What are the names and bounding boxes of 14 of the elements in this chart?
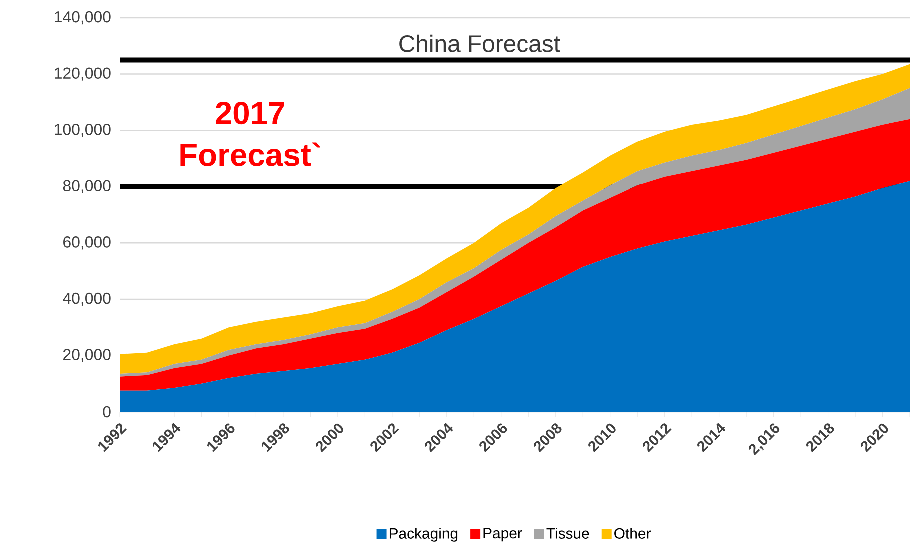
- y-tick-label: 40,000: [63, 292, 111, 306]
- legend-label: Other: [614, 528, 651, 539]
- y-tick-label: 80,000: [63, 180, 111, 194]
- legend-label: Packaging: [390, 528, 458, 542]
- legend-label: Tissue: [546, 528, 590, 539]
- y-tick-label: 0: [103, 406, 111, 418]
- text: China Forecast: [400, 34, 560, 52]
- legend-label: Paper: [484, 528, 522, 542]
- y-tick-label: 100,000: [55, 124, 111, 138]
- y-tick-label: 20,000: [64, 349, 111, 362]
- y-tick-label: 140,000: [55, 11, 111, 25]
- y-tick-label: 120,000: [55, 68, 111, 81]
- y-tick-label: 60,000: [64, 236, 111, 250]
- annotation: 2017 Forecast`: [180, 102, 320, 166]
